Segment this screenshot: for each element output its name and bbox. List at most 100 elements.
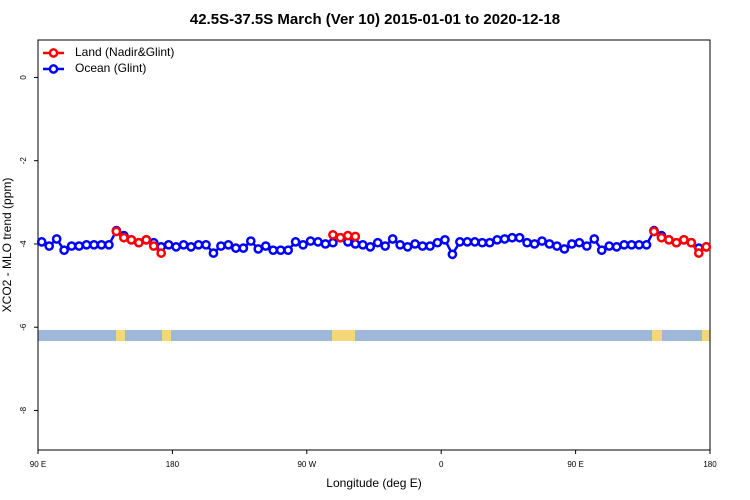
x-tick-label: 90 E (567, 460, 583, 469)
point (529, 239, 540, 249)
point (350, 239, 361, 249)
land-patch (332, 330, 355, 341)
point (380, 241, 391, 251)
point (544, 239, 555, 249)
point (74, 241, 84, 251)
point (96, 239, 107, 250)
x-axis-label: Longitude (deg E) (326, 476, 421, 490)
point (335, 232, 346, 243)
point (343, 230, 353, 241)
point (253, 244, 264, 254)
point (313, 237, 323, 247)
point (499, 234, 510, 244)
point (208, 248, 219, 258)
point (231, 243, 241, 253)
point (514, 232, 525, 243)
point (36, 237, 47, 247)
point (283, 245, 293, 256)
point (410, 239, 420, 249)
point (656, 232, 667, 243)
point (619, 239, 629, 250)
land-mask (38, 330, 710, 341)
y-tick-label: -6 (19, 323, 28, 331)
point (484, 237, 495, 248)
point (664, 234, 674, 245)
y-tick-label: -8 (19, 406, 28, 414)
point (51, 234, 62, 244)
point (440, 234, 450, 245)
y-tick-label: 0 (19, 75, 28, 80)
point (186, 242, 196, 252)
point (119, 232, 129, 243)
point (395, 239, 405, 250)
point (223, 239, 234, 250)
point (574, 237, 585, 248)
legend-label: Ocean (Glint) (75, 61, 146, 75)
point (679, 234, 689, 245)
point (567, 239, 577, 249)
point (372, 237, 383, 248)
point (641, 239, 652, 250)
point (163, 239, 174, 250)
point (417, 241, 428, 251)
point (275, 245, 286, 256)
point (522, 237, 532, 248)
point (469, 237, 480, 247)
point (626, 239, 637, 250)
point (589, 234, 600, 244)
point (477, 237, 488, 248)
point (148, 241, 159, 251)
point (290, 237, 301, 247)
chart-title: 42.5S-37.5S March (Ver 10) 2015-01-01 to… (190, 11, 560, 28)
point (141, 234, 152, 245)
y-tick-label: -4 (19, 240, 28, 248)
point (432, 237, 443, 248)
point (238, 243, 249, 253)
point (581, 241, 592, 251)
point (649, 226, 659, 237)
point (634, 239, 644, 250)
ocean-strip (38, 330, 710, 341)
point (365, 242, 376, 252)
point (44, 241, 55, 251)
point (357, 239, 368, 250)
x-tick-label: 0 (439, 460, 444, 469)
point (447, 249, 458, 260)
point (260, 241, 271, 251)
x-tick-label: 180 (166, 460, 180, 469)
point (216, 241, 226, 251)
point (387, 234, 398, 244)
point (492, 234, 503, 245)
point (462, 237, 473, 247)
point (686, 237, 697, 248)
point (178, 239, 189, 250)
point (245, 236, 256, 246)
point (268, 245, 279, 256)
point (611, 242, 622, 252)
point (89, 239, 99, 250)
point (133, 237, 144, 248)
point (455, 237, 465, 247)
point (298, 239, 308, 250)
land-patch (652, 330, 662, 341)
x-tick-label: 180 (703, 460, 717, 469)
point (201, 239, 211, 250)
land-patch (702, 330, 710, 341)
y-axis-label: XCO2 - MLO trend (ppm) (0, 178, 14, 313)
legend-marker (48, 48, 59, 58)
x-tick-label: 90 W (297, 460, 316, 469)
point (59, 245, 69, 256)
point (604, 241, 615, 251)
point (350, 231, 361, 242)
point (171, 242, 181, 252)
point (507, 232, 517, 243)
point (402, 242, 413, 252)
land-patch (116, 330, 125, 341)
point (596, 245, 607, 256)
point (425, 241, 435, 251)
point (193, 239, 204, 250)
point (81, 239, 92, 250)
point (693, 248, 704, 258)
